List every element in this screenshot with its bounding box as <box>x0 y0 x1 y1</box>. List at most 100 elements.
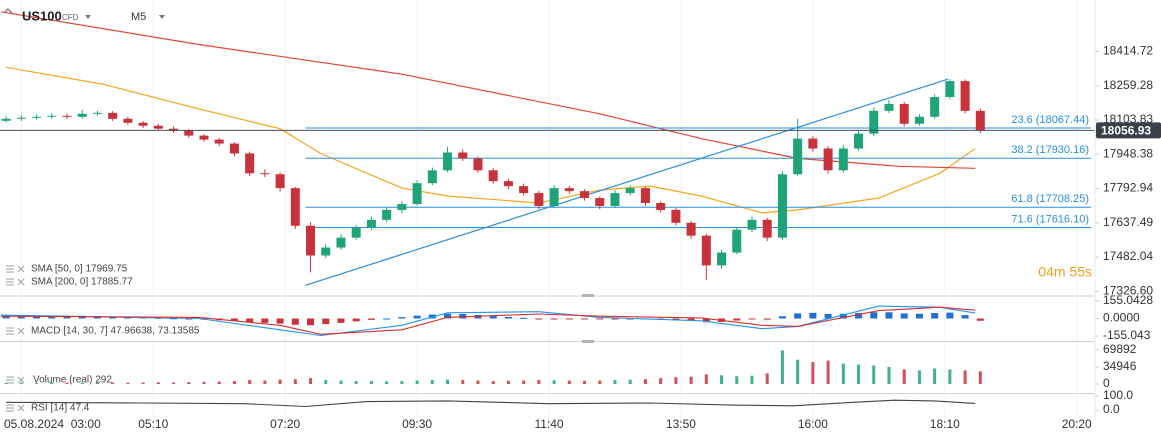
candle-body <box>899 103 909 124</box>
volume-bar <box>796 359 800 384</box>
macd-histogram-bar <box>337 318 345 323</box>
candle-body <box>199 135 209 140</box>
candle-body <box>184 130 194 136</box>
legend-close <box>17 404 25 412</box>
volume-bar <box>35 383 39 384</box>
candle-body <box>123 118 133 123</box>
volume-bar <box>476 380 480 384</box>
x-tick-label: 05.08.2024 03:00 <box>4 417 101 431</box>
countdown: 04m 55s <box>1038 264 1092 280</box>
candle-body <box>275 174 285 189</box>
macd-histogram-bar <box>520 317 528 319</box>
legend-entry: SMA [50, 0] 17969.75 <box>31 264 128 275</box>
macd-histogram-bar <box>322 318 330 325</box>
candle-body <box>762 219 772 238</box>
candle-body <box>47 115 57 117</box>
candle-body <box>229 143 239 154</box>
volume-bar <box>857 364 861 384</box>
volume-bar <box>4 383 8 384</box>
legend-close <box>17 265 25 273</box>
volume-bar <box>659 378 663 384</box>
candle-body <box>321 247 331 256</box>
volume-bar <box>522 380 526 384</box>
macd-histogram-bar <box>550 318 558 320</box>
volume-bar <box>917 370 921 384</box>
macd-histogram-bar <box>763 318 771 320</box>
y-tick-label: 0.0000 <box>1103 311 1140 325</box>
legend-icon <box>6 404 14 412</box>
candle-body <box>838 148 848 171</box>
macd-histogram-bar <box>291 318 299 325</box>
candle-body <box>1 118 11 121</box>
macd-histogram-bar <box>504 316 512 319</box>
macd-histogram-bar <box>687 318 695 321</box>
macd-histogram-bar <box>672 318 680 321</box>
candle-body <box>793 138 803 175</box>
macd-histogram-bar <box>931 313 939 319</box>
macd-histogram-bar <box>413 315 421 319</box>
volume-bar <box>461 380 465 384</box>
timeframe[interactable]: M5 <box>131 11 146 23</box>
candle-body <box>701 235 711 266</box>
x-tick-label: 18:10 <box>930 417 960 431</box>
dropdown-arrow[interactable] <box>159 15 165 19</box>
macd-histogram-bar <box>307 318 315 326</box>
fib-label: 71.6 (17616.10) <box>1011 213 1089 225</box>
candle-body <box>777 174 787 238</box>
macd-histogram-bar <box>839 313 847 319</box>
candle-body <box>625 188 635 194</box>
volume-bar <box>126 382 130 384</box>
fib-label: 61.8 (17708.25) <box>1011 193 1089 205</box>
candle-body <box>245 153 255 174</box>
volume-bar <box>826 360 830 384</box>
macd-histogram-bar <box>33 315 41 319</box>
macd-histogram-bar <box>900 313 908 319</box>
volume-bar <box>202 381 206 384</box>
current-price-label: 18056.93 <box>1101 123 1151 137</box>
collapse-icon[interactable] <box>3 8 13 14</box>
candle-body <box>351 227 361 238</box>
y-tick-label: 17637.49 <box>1103 215 1153 229</box>
dropdown-arrow[interactable] <box>85 15 91 19</box>
instrument-type: CFD <box>62 13 79 22</box>
volume-bar <box>720 375 724 384</box>
indicator-title: Volume (real) 292 <box>33 375 112 386</box>
x-tick-label: 16:00 <box>798 417 828 431</box>
candle-body <box>32 116 42 118</box>
macd-histogram-bar <box>748 318 756 320</box>
indicator-title: MACD [14, 30, 7] 47.96638, 73.13585 <box>31 326 200 337</box>
macd-histogram-bar <box>809 312 817 319</box>
candle-body <box>869 110 879 134</box>
volume-bar <box>674 377 678 384</box>
candle-body <box>884 103 894 111</box>
volume-bar <box>537 380 541 384</box>
candle-body <box>412 183 422 204</box>
legend-entry: SMA [200, 0] 17885.77 <box>31 277 133 288</box>
y-tick-label: 18259.28 <box>1103 78 1153 92</box>
volume-bar <box>339 380 343 384</box>
candle-body <box>945 81 955 97</box>
macd-histogram-bar <box>855 313 863 319</box>
candle-body <box>458 152 468 159</box>
symbol[interactable]: US100 <box>22 8 62 23</box>
macd-histogram-bar <box>246 318 254 323</box>
y-tick-label: 17948.38 <box>1103 146 1153 160</box>
candle-body <box>366 219 376 228</box>
candle-body <box>214 139 224 144</box>
volume-bar <box>111 382 115 384</box>
candle-body <box>169 128 179 131</box>
volume-bar <box>689 376 693 384</box>
macd-histogram-bar <box>961 315 969 319</box>
volume-bar <box>872 365 876 384</box>
volume-bar <box>232 381 236 384</box>
resize-handle[interactable] <box>582 340 594 343</box>
legend-icon <box>6 278 14 286</box>
macd-histogram-bar <box>17 316 25 319</box>
candle-body <box>397 203 407 210</box>
volume-bar <box>841 363 845 384</box>
volume-bar <box>19 382 23 384</box>
candle-body <box>488 170 498 182</box>
resize-handle[interactable] <box>582 294 594 297</box>
candle-body <box>382 209 392 220</box>
